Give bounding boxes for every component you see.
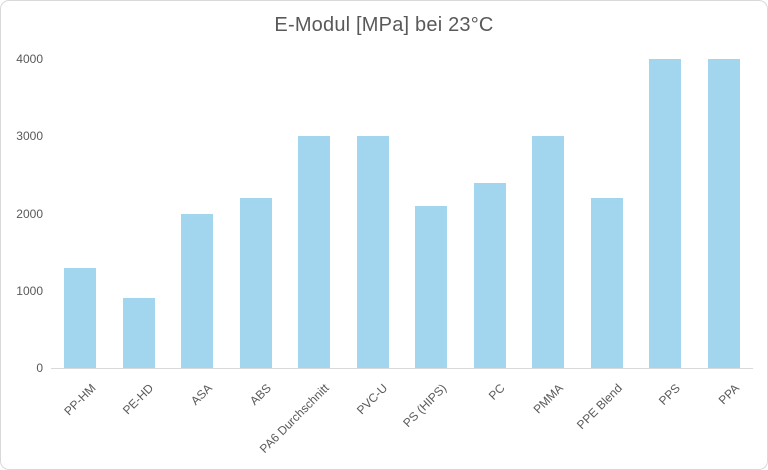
- x-axis-tick-label: PPS: [656, 381, 684, 408]
- bar: [532, 136, 565, 368]
- x-axis-tick-label: PP-HM: [60, 381, 99, 419]
- y-axis: 0 1000 2000 3000 4000: [1, 52, 43, 375]
- bar-slot: [636, 59, 695, 368]
- chart-title: E-Modul [MPa] bei 23°C: [274, 14, 494, 36]
- bar-slot: [461, 59, 520, 368]
- y-axis-tick-label: 2000: [16, 206, 43, 221]
- plot-area: [51, 59, 753, 369]
- bar: [649, 59, 682, 368]
- bar-slot: [402, 59, 461, 368]
- x-axis-tick-label: PE-HD: [120, 381, 157, 418]
- x-axis-tick-label: PVC-U: [354, 381, 391, 418]
- bar: [415, 205, 448, 368]
- x-axis-tick-label: ASA: [188, 381, 216, 408]
- bar-slot: [344, 59, 403, 368]
- x-axis-tick-label: PS (HIPS): [400, 381, 450, 431]
- y-axis-tick-label: 4000: [16, 52, 43, 66]
- x-axis-tick-label: PPA: [715, 381, 742, 408]
- y-axis-tick-label: 3000: [16, 129, 43, 144]
- x-axis-tick-label: PPE Blend: [573, 381, 625, 432]
- bar: [707, 59, 740, 368]
- bar: [473, 182, 506, 368]
- bar-slot: [110, 59, 169, 368]
- x-axis-tick-label: ABS: [246, 381, 274, 408]
- x-axis: PP-HM PE-HD ASA ABS PA6 Durchschnitt PVC-U PS …: [51, 373, 753, 469]
- bar: [122, 298, 155, 368]
- bar-slot: [519, 59, 578, 368]
- bar: [356, 136, 389, 368]
- bar-slot: [227, 59, 286, 368]
- bar: [590, 198, 623, 368]
- bar-slot: [578, 59, 637, 368]
- bar-slot: [695, 59, 754, 368]
- y-axis-tick-label: 1000: [16, 283, 43, 298]
- bar-slot: [168, 59, 227, 368]
- x-axis-tick-label: PC: [485, 381, 508, 403]
- bar: [181, 213, 214, 368]
- bar: [239, 198, 272, 368]
- bar: [64, 267, 97, 368]
- bar: [298, 136, 331, 368]
- x-axis-tick-label: PMMA: [530, 381, 567, 417]
- bar-slot: [51, 59, 110, 368]
- y-axis-tick-label: 0: [36, 361, 43, 375]
- bar-slot: [285, 59, 344, 368]
